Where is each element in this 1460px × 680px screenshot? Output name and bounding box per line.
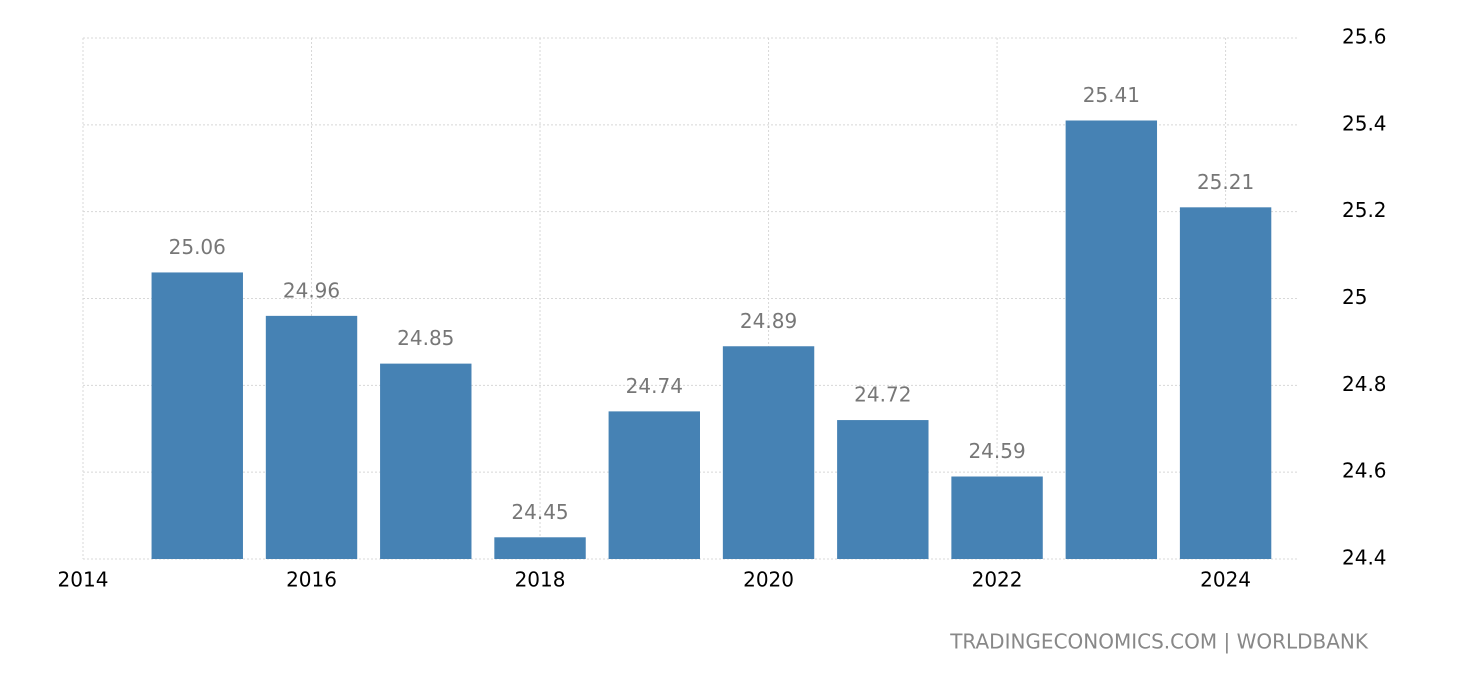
bar [1065, 120, 1158, 559]
bar [722, 346, 815, 559]
value-label: 24.85 [397, 326, 454, 350]
x-tick-label: 2018 [515, 568, 566, 592]
bar [265, 315, 358, 559]
y-tick-label: 24.6 [1342, 459, 1387, 483]
bar [1179, 207, 1272, 559]
y-tick-label: 24.4 [1342, 546, 1387, 570]
y-tick-label: 25.4 [1342, 111, 1387, 135]
x-tick-label: 2014 [58, 568, 109, 592]
value-label: 24.89 [740, 309, 797, 333]
value-label: 24.96 [283, 278, 340, 302]
value-label: 24.45 [511, 500, 568, 524]
value-label: 24.72 [854, 383, 911, 407]
y-tick-label: 25.2 [1342, 198, 1387, 222]
y-tick-label: 25 [1342, 285, 1367, 309]
bar [951, 476, 1043, 559]
value-label: 25.41 [1083, 83, 1140, 107]
x-tick-label: 2020 [743, 568, 794, 592]
x-tick-label: 2022 [972, 568, 1023, 592]
y-tick-label: 25.6 [1342, 25, 1387, 49]
x-tick-label: 2024 [1200, 568, 1251, 592]
bar [608, 411, 700, 559]
x-tick-label: 2016 [286, 568, 337, 592]
value-label: 24.59 [968, 439, 1025, 463]
value-label: 24.74 [626, 374, 683, 398]
y-tick-label: 24.8 [1342, 372, 1387, 396]
bar [494, 537, 586, 559]
bar [380, 363, 472, 559]
bar [837, 420, 929, 559]
value-label: 25.21 [1197, 170, 1254, 194]
source: TRADINGECONOMICS.COM | WORLDBANK [949, 630, 1369, 654]
value-label: 25.06 [169, 235, 226, 259]
bar [151, 272, 243, 559]
